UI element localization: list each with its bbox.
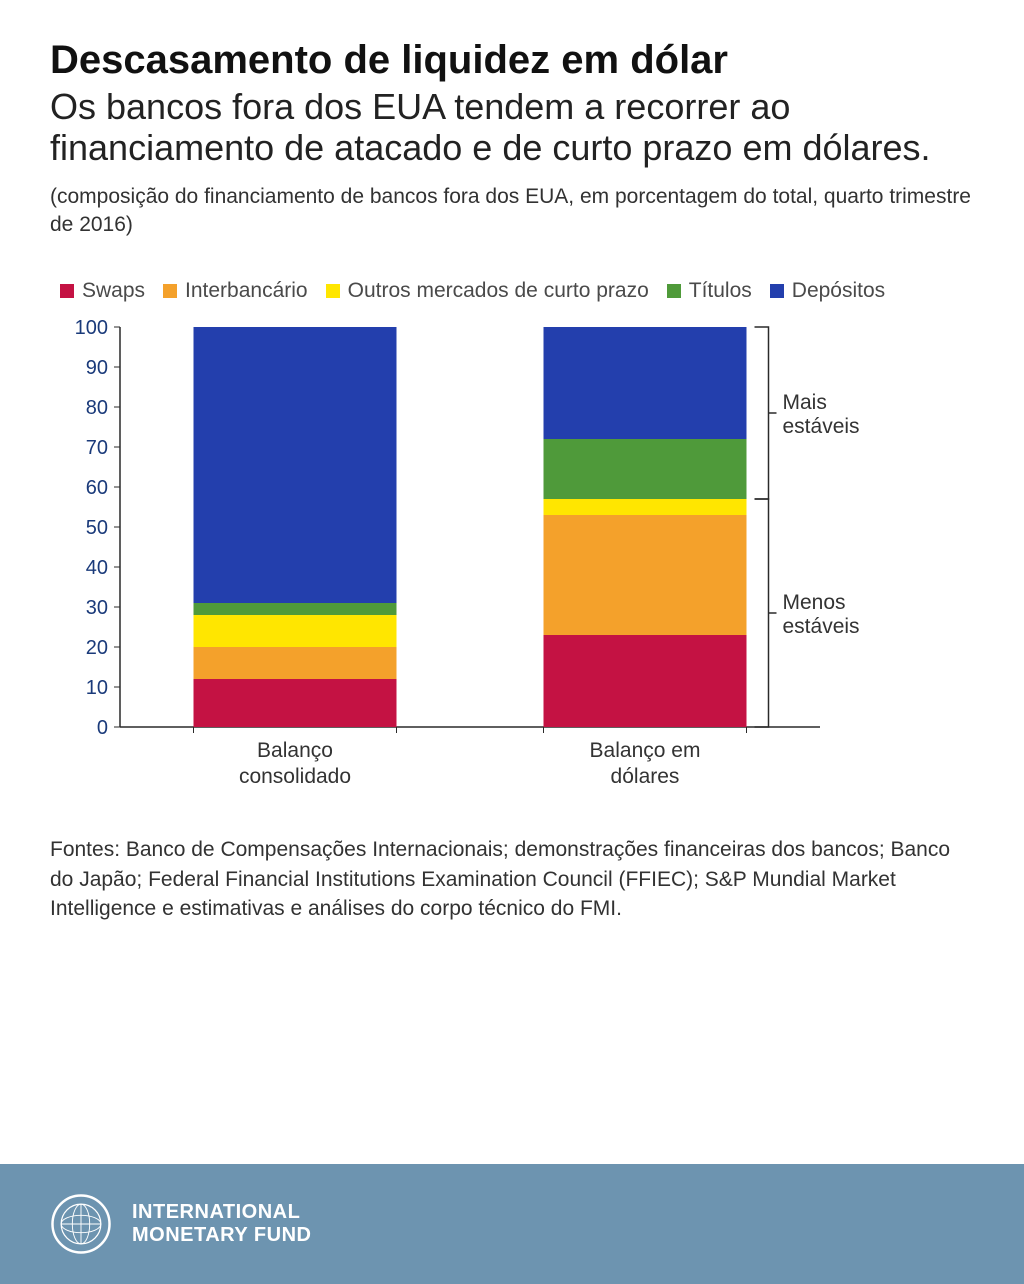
svg-text:estáveis: estáveis <box>783 615 860 638</box>
legend-swatch-titulos <box>667 284 681 298</box>
legend-label-outros: Outros mercados de curto prazo <box>348 279 649 303</box>
legend-item-interbancario: Interbancário <box>163 279 308 303</box>
bar-seg-consolidado-depositos <box>194 327 397 603</box>
bar-seg-consolidado-outros <box>194 615 397 647</box>
svg-text:estáveis: estáveis <box>783 415 860 438</box>
footer-org-line1: INTERNATIONAL <box>132 1201 311 1224</box>
svg-text:40: 40 <box>86 557 108 579</box>
svg-text:70: 70 <box>86 437 108 459</box>
bracket-less-stable <box>755 499 777 727</box>
svg-text:50: 50 <box>86 517 108 539</box>
chart-title: Descasamento de liquidez em dólar <box>50 38 974 82</box>
annotation-less-stable: Menos <box>783 591 846 614</box>
svg-text:consolidado: consolidado <box>239 765 351 788</box>
chart-subtitle: Os bancos fora dos EUA tendem a recorrer… <box>50 86 974 169</box>
bar-seg-dolares-interbancario <box>544 515 747 635</box>
legend-item-depositos: Depósitos <box>770 279 885 303</box>
svg-text:0: 0 <box>97 717 108 739</box>
svg-text:60: 60 <box>86 477 108 499</box>
imf-logo-icon <box>50 1193 112 1255</box>
category-label-consolidado: Balanço <box>257 739 333 762</box>
svg-text:90: 90 <box>86 357 108 379</box>
svg-text:80: 80 <box>86 397 108 419</box>
svg-text:20: 20 <box>86 637 108 659</box>
legend-swatch-interbancario <box>163 284 177 298</box>
footer-org-line2: MONETARY FUND <box>132 1224 311 1247</box>
svg-text:dólares: dólares <box>611 765 680 788</box>
bar-seg-dolares-depositos <box>544 327 747 439</box>
legend-swatch-swaps <box>60 284 74 298</box>
svg-text:30: 30 <box>86 597 108 619</box>
bar-seg-dolares-outros <box>544 499 747 515</box>
legend-label-depositos: Depósitos <box>792 279 885 303</box>
svg-text:100: 100 <box>75 317 108 339</box>
chart-description: (composição do financiamento de bancos f… <box>50 183 974 240</box>
annotation-more-stable: Mais <box>783 391 827 414</box>
footer-org-name: INTERNATIONAL MONETARY FUND <box>132 1201 311 1247</box>
legend-item-outros: Outros mercados de curto prazo <box>326 279 649 303</box>
category-label-dolares: Balanço em <box>590 739 701 762</box>
svg-text:10: 10 <box>86 677 108 699</box>
bar-seg-dolares-swaps <box>544 635 747 727</box>
legend-label-titulos: Títulos <box>689 279 752 303</box>
legend-swatch-outros <box>326 284 340 298</box>
footer-bar: INTERNATIONAL MONETARY FUND <box>0 1164 1024 1284</box>
legend-label-swaps: Swaps <box>82 279 145 303</box>
bar-seg-consolidado-swaps <box>194 679 397 727</box>
stacked-bar-chart: 0 10 20 30 40 50 60 70 80 90 100 Balanço consolidado… <box>50 317 970 797</box>
sources-text: Fontes: Banco de Compensações Internacio… <box>50 835 974 923</box>
bar-seg-dolares-titulos <box>544 439 747 499</box>
legend-item-titulos: Títulos <box>667 279 752 303</box>
bracket-more-stable <box>755 327 777 499</box>
bar-seg-consolidado-interbancario <box>194 647 397 679</box>
bar-seg-consolidado-titulos <box>194 603 397 615</box>
legend-swatch-depositos <box>770 284 784 298</box>
legend: Swaps Interbancário Outros mercados de cur… <box>50 279 974 303</box>
legend-label-interbancario: Interbancário <box>185 279 308 303</box>
legend-item-swaps: Swaps <box>60 279 145 303</box>
chart-svg: 0 10 20 30 40 50 60 70 80 90 100 Balanço consolidado… <box>50 317 970 797</box>
